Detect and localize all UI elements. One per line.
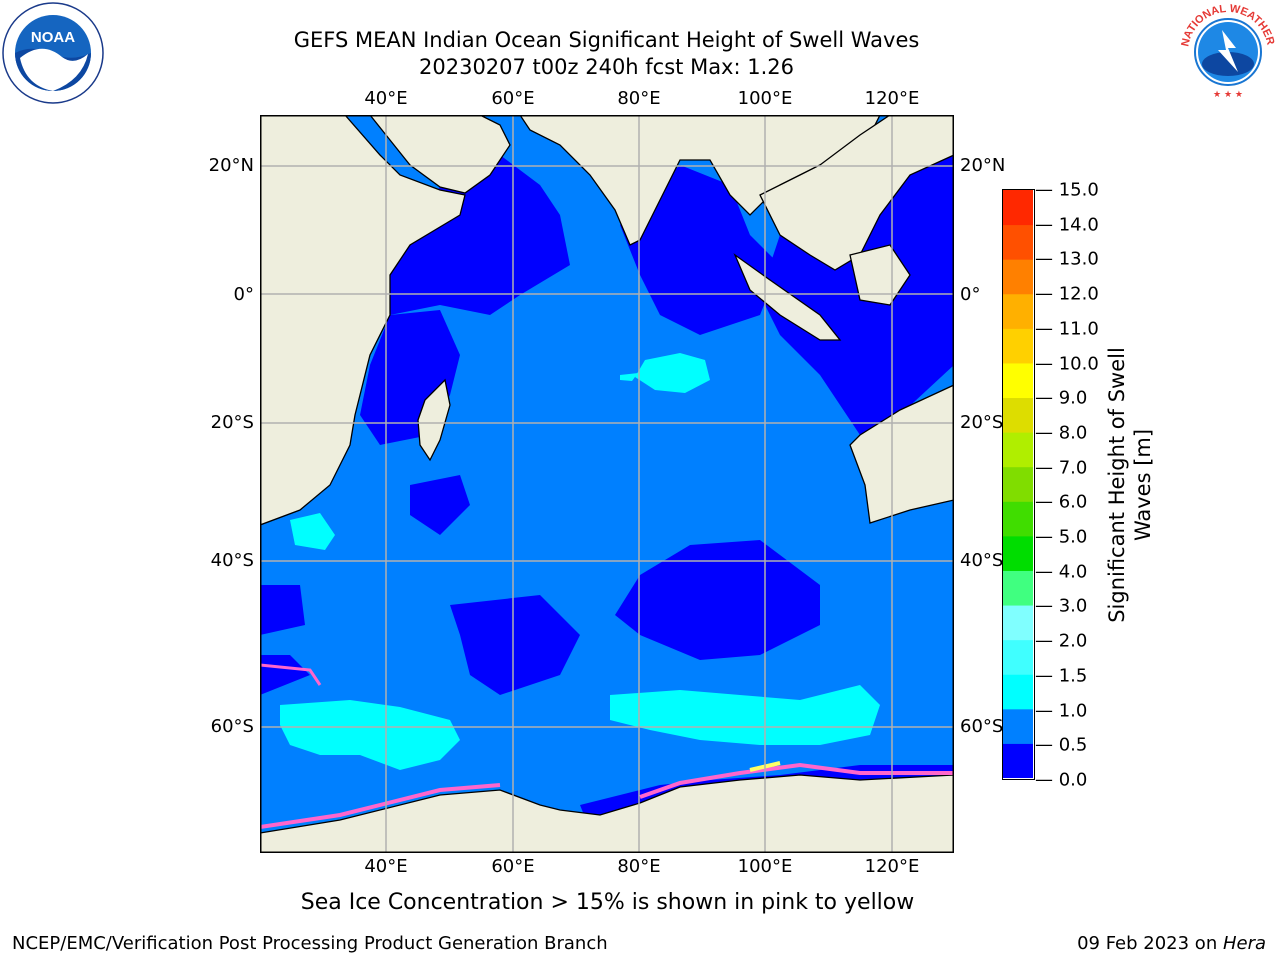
lon-label-top-60e: 60°E <box>491 88 535 109</box>
footer-right: 09 Feb 2023 on Hera <box>1077 933 1266 954</box>
colorbar-segment <box>1003 605 1033 641</box>
colorbar-segment <box>1003 466 1033 502</box>
colorbar-segment <box>1003 432 1033 468</box>
lat-label-right-60s: 60°S <box>960 716 1004 737</box>
title-line-2: 20230207 t00z 240h fcst Max: 1.26 <box>419 55 794 79</box>
sea-ice-caption: Sea Ice Concentration > 15% is shown in … <box>300 890 915 915</box>
svg-text:NOAA: NOAA <box>31 29 75 46</box>
footer-date: 09 Feb 2023 on <box>1077 933 1223 954</box>
noaa-logo: NOAA <box>2 2 104 104</box>
gridlines <box>260 115 954 853</box>
map-panel <box>260 115 954 853</box>
colorbar-tick-label: — 4.0 <box>1035 561 1088 583</box>
high-swell-regions <box>280 353 880 770</box>
colorbar-segment <box>1003 674 1033 710</box>
lon-label-top-120e: 120°E <box>864 88 920 109</box>
colorbar-tick-label: — 0.0 <box>1035 769 1088 791</box>
colorbar-tick-label: — 0.5 <box>1035 734 1088 756</box>
colorbar-tick-label: — 5.0 <box>1035 526 1088 548</box>
nws-logo: NATIONAL WEATHER SERVICE ★ ★ ★ <box>1174 0 1278 102</box>
colorbar-segment <box>1003 362 1033 399</box>
colorbar-segment <box>1003 743 1033 778</box>
colorbar-tick-label: — 6.0 <box>1035 491 1088 513</box>
lon-label-bottom-80e: 80°E <box>617 856 661 877</box>
lat-label-right-20n: 20°N <box>960 155 1006 176</box>
footer-machine: Hera <box>1222 933 1266 954</box>
lat-label-left-0: 0° <box>233 284 254 305</box>
colorbar-segment <box>1003 708 1033 744</box>
colorbar-segment <box>1003 328 1033 364</box>
colorbar <box>1002 189 1035 780</box>
lon-label-bottom-60e: 60°E <box>491 856 535 877</box>
lon-label-top-100e: 100°E <box>737 88 793 109</box>
lat-label-left-40s: 40°S <box>210 550 254 571</box>
colorbar-tick-label: — 1.0 <box>1035 700 1088 722</box>
colorbar-segment <box>1003 259 1033 295</box>
svg-text:★ ★ ★: ★ ★ ★ <box>1213 90 1243 100</box>
colorbar-segment <box>1003 190 1033 226</box>
colorbar-label-line-1: Significant Height of Swell <box>1105 347 1129 623</box>
lat-label-left-20n: 20°N <box>208 155 254 176</box>
colorbar-tick-label: — 12.0 <box>1035 283 1099 305</box>
colorbar-tick-label: — 3.0 <box>1035 595 1088 617</box>
colorbar-segment <box>1003 570 1033 606</box>
lon-label-bottom-100e: 100°E <box>737 856 793 877</box>
colorbar-tick-label: — 1.5 <box>1035 665 1088 687</box>
lon-label-top-80e: 80°E <box>617 88 661 109</box>
colorbar-label-line-2: Waves [m] <box>1131 428 1155 542</box>
colorbar-tick-label: — 2.0 <box>1035 630 1088 652</box>
lon-label-bottom-120e: 120°E <box>864 856 920 877</box>
colorbar-tick-label: — 11.0 <box>1035 318 1099 340</box>
lon-label-top-40e: 40°E <box>364 88 408 109</box>
colorbar-tick-label: — 8.0 <box>1035 422 1088 444</box>
map-frame <box>260 115 954 853</box>
lon-label-bottom-40e: 40°E <box>364 856 408 877</box>
colorbar-tick-label: — 13.0 <box>1035 248 1099 270</box>
colorbar-tick-label: — 9.0 <box>1035 387 1088 409</box>
title-line-1: GEFS MEAN Indian Ocean Significant Heigh… <box>293 28 920 52</box>
lat-label-left-60s: 60°S <box>210 716 254 737</box>
footer-left: NCEP/EMC/Verification Post Processing Pr… <box>12 933 608 954</box>
colorbar-label: Significant Height of Swell Waves [m] <box>1104 347 1156 623</box>
lat-label-right-0: 0° <box>960 284 981 305</box>
lat-label-left-20s: 20°S <box>210 412 254 433</box>
colorbar-tick-label: — 7.0 <box>1035 457 1088 479</box>
colorbar-tick-label: — 14.0 <box>1035 214 1099 236</box>
colorbar-segment <box>1003 224 1033 260</box>
lat-label-right-20s: 20°S <box>960 412 1004 433</box>
colorbar-segment <box>1003 535 1033 571</box>
colorbar-tick-label: — 15.0 <box>1035 179 1099 201</box>
colorbar-segment <box>1003 293 1033 329</box>
colorbar-segment <box>1003 639 1033 675</box>
colorbar-tick-label: — 10.0 <box>1035 353 1099 375</box>
colorbar-segment <box>1003 501 1033 537</box>
lat-label-right-40s: 40°S <box>960 550 1004 571</box>
colorbar-segment <box>1003 397 1033 433</box>
